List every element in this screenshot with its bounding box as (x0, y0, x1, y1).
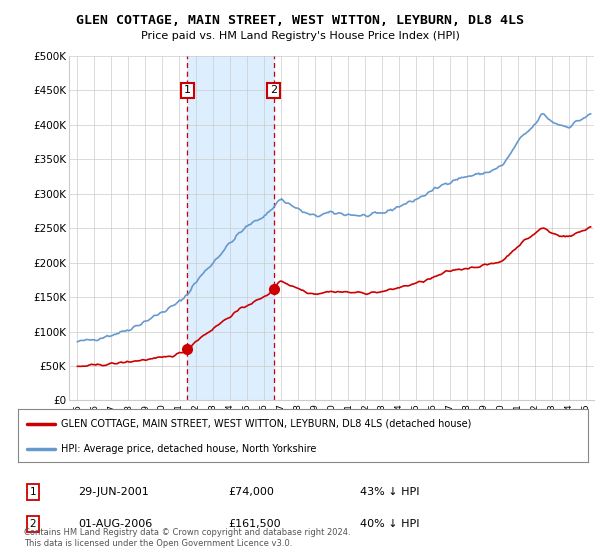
Text: GLEN COTTAGE, MAIN STREET, WEST WITTON, LEYBURN, DL8 4LS: GLEN COTTAGE, MAIN STREET, WEST WITTON, … (76, 14, 524, 27)
Text: Contains HM Land Registry data © Crown copyright and database right 2024.
This d: Contains HM Land Registry data © Crown c… (24, 528, 350, 548)
Text: 29-JUN-2001: 29-JUN-2001 (78, 487, 149, 497)
Text: £74,000: £74,000 (228, 487, 274, 497)
Text: 2: 2 (270, 86, 277, 95)
Text: Price paid vs. HM Land Registry's House Price Index (HPI): Price paid vs. HM Land Registry's House … (140, 31, 460, 41)
Text: 2: 2 (29, 519, 37, 529)
Text: GLEN COTTAGE, MAIN STREET, WEST WITTON, LEYBURN, DL8 4LS (detached house): GLEN COTTAGE, MAIN STREET, WEST WITTON, … (61, 419, 471, 429)
Text: £161,500: £161,500 (228, 519, 281, 529)
Text: 1: 1 (29, 487, 37, 497)
Text: 43% ↓ HPI: 43% ↓ HPI (360, 487, 419, 497)
Text: 40% ↓ HPI: 40% ↓ HPI (360, 519, 419, 529)
Text: 1: 1 (184, 86, 191, 95)
Bar (187, 56, 274, 400)
Text: HPI: Average price, detached house, North Yorkshire: HPI: Average price, detached house, Nort… (61, 444, 316, 454)
Text: 01-AUG-2006: 01-AUG-2006 (78, 519, 152, 529)
